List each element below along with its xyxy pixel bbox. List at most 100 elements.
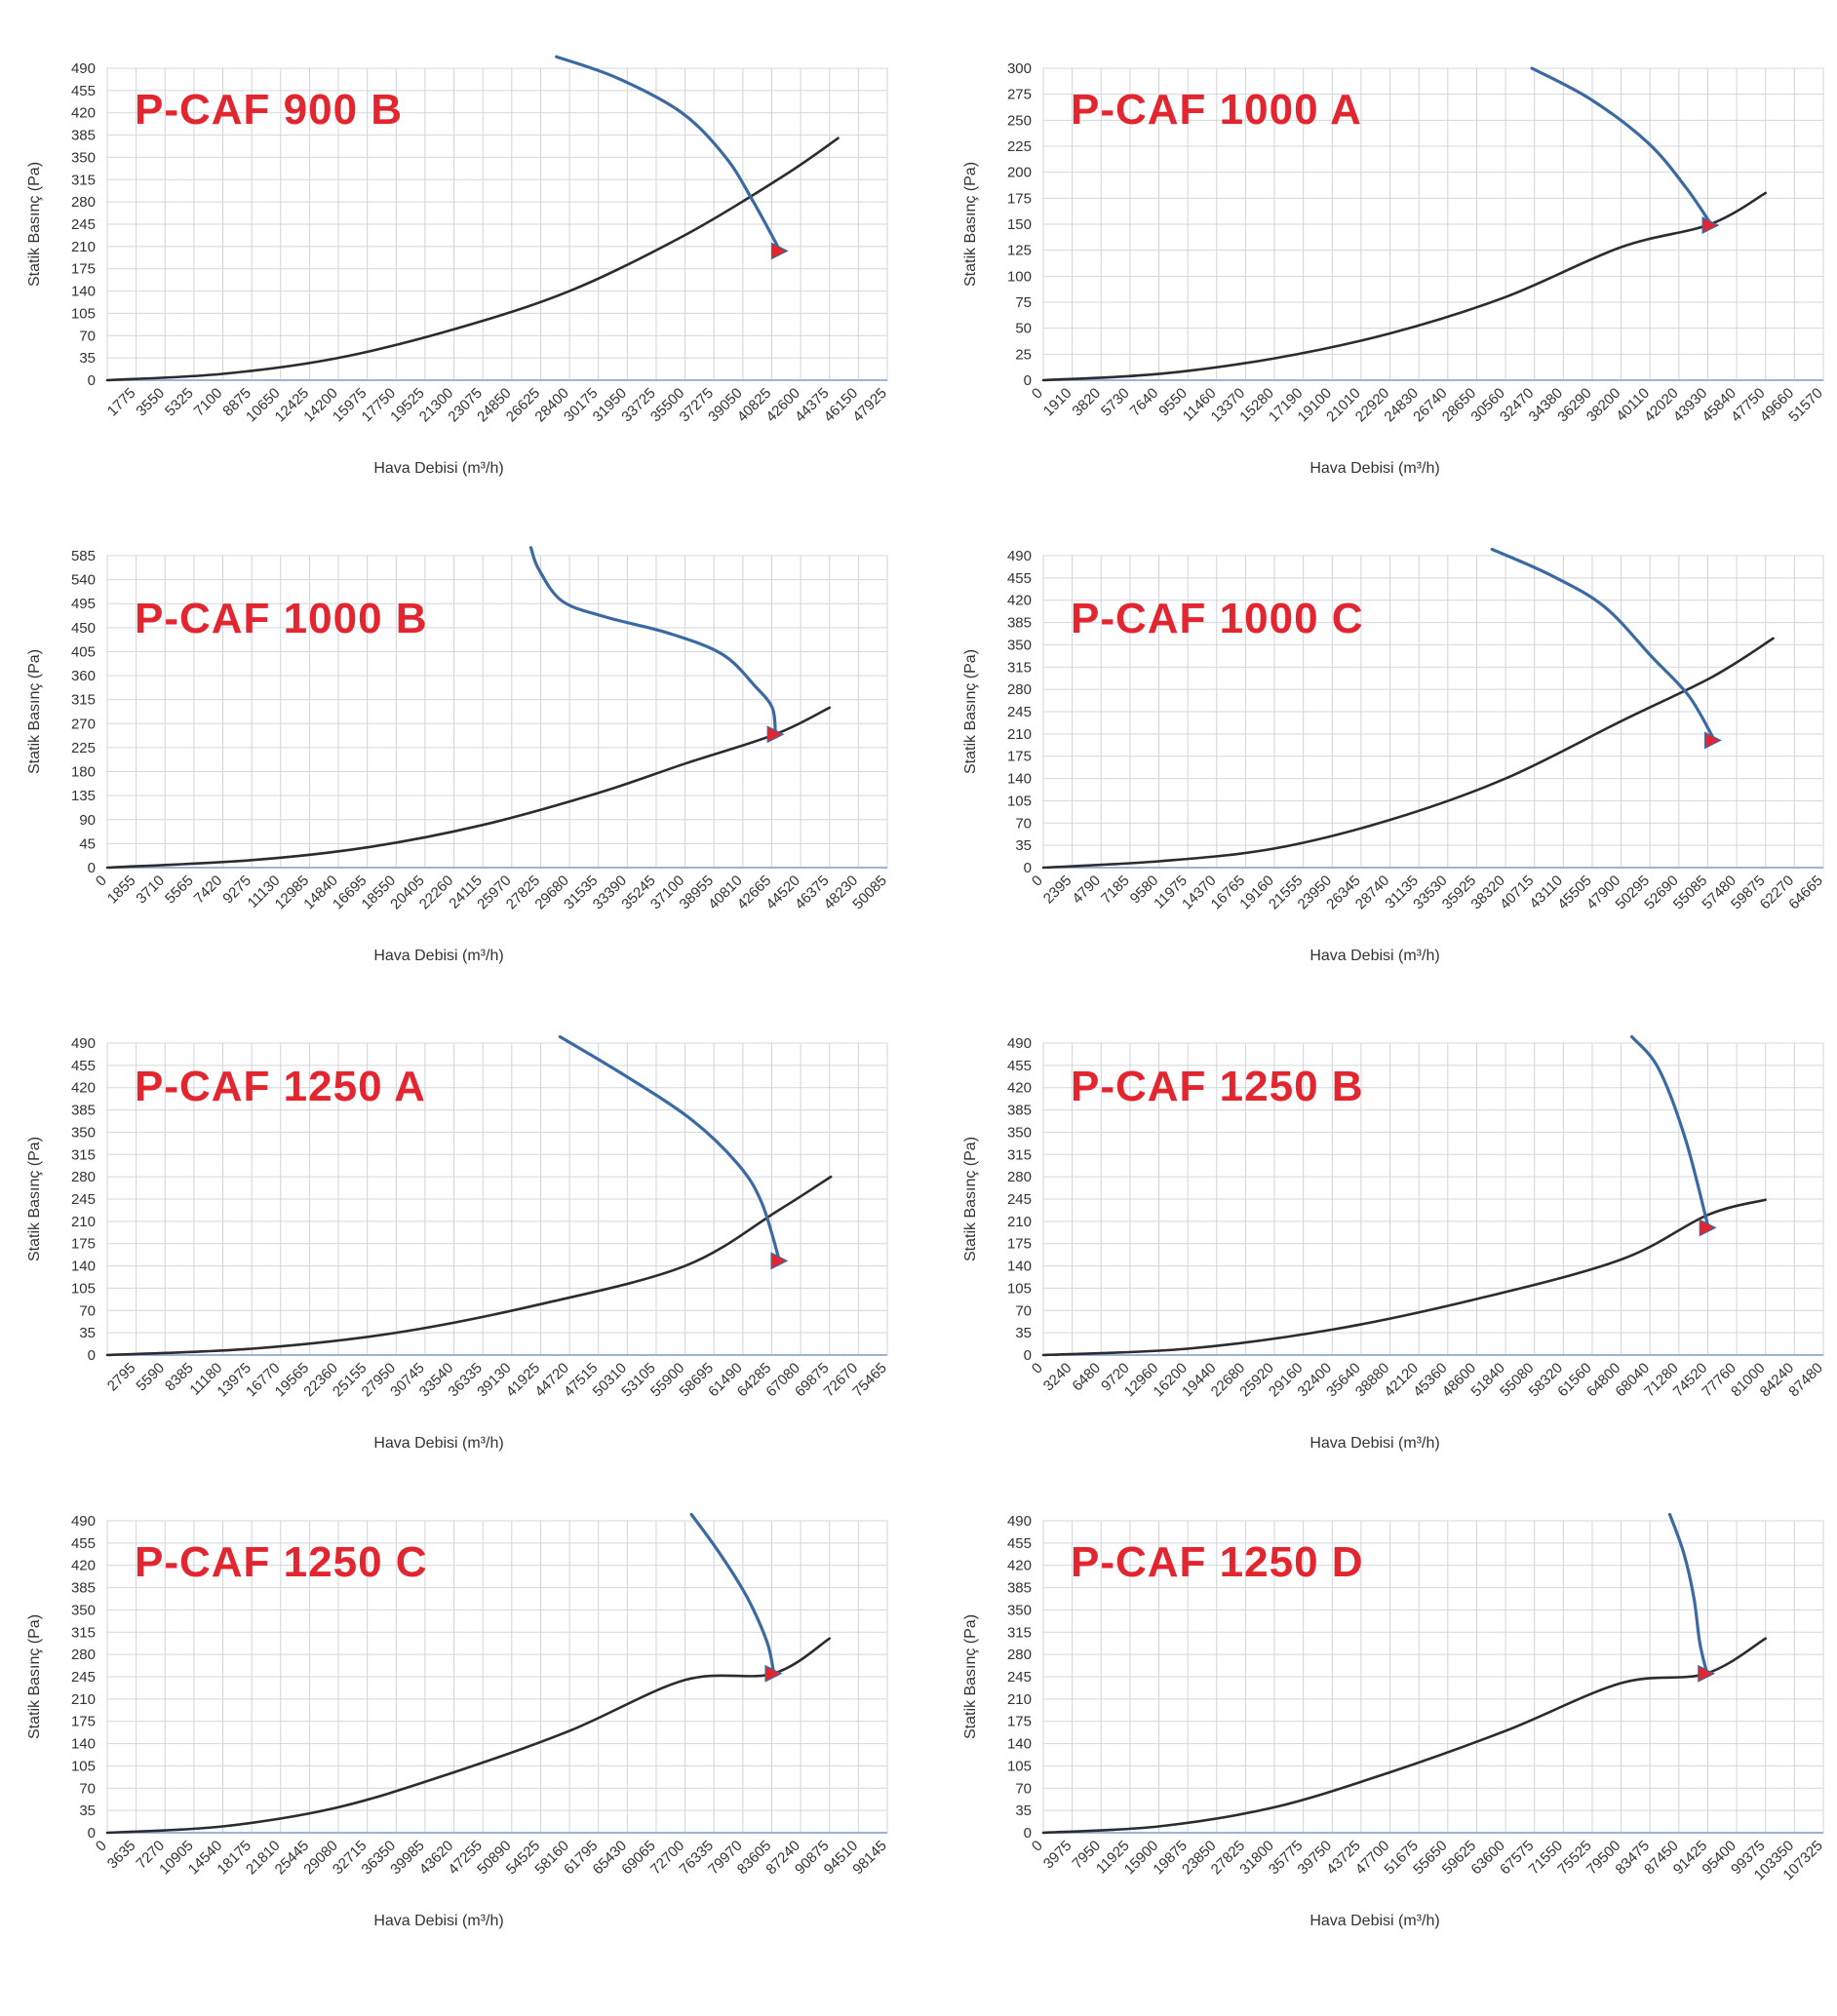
chart-title: P-CAF 1250 A [135, 1063, 426, 1110]
operating-point-marker [1699, 1219, 1717, 1237]
y-tick-label: 210 [71, 1691, 96, 1708]
operating-point-marker [1698, 1664, 1716, 1683]
y-tick-label: 350 [71, 149, 96, 166]
y-tick-label: 490 [1007, 1035, 1032, 1052]
y-tick-label: 35 [79, 350, 96, 367]
x-tick-label: 7420 [191, 872, 226, 908]
y-tick-label: 0 [88, 1347, 96, 1364]
x-tick-label: 5565 [162, 872, 197, 908]
system-curve-line [105, 136, 840, 382]
y-tick-label: 225 [71, 740, 96, 756]
x-tick-label: 1910 [1040, 385, 1075, 420]
y-tick-label: 405 [71, 643, 96, 660]
y-tick-label: 350 [71, 1602, 96, 1618]
operating-point-marker [764, 1664, 783, 1683]
y-tick-label: 490 [1007, 1513, 1032, 1530]
x-tick-label: 28740 [1352, 872, 1393, 913]
chart-svg: 2795559083851118013975167701956522360251… [26, 1034, 890, 1452]
y-tick-label: 210 [71, 239, 96, 255]
fan-curve-line [1667, 1512, 1708, 1673]
y-tick-label: 350 [1007, 637, 1032, 653]
y-tick-label: 175 [1007, 1714, 1032, 1730]
y-axis-title: Statik Basınç (Pa) [26, 1614, 43, 1739]
chart-title: P-CAF 900 B [135, 86, 404, 134]
y-tick-label: 455 [71, 1535, 96, 1552]
chart-svg: 0363572701090514540181752181025445290803… [26, 1512, 890, 1929]
y-tick-label: 280 [1007, 1647, 1032, 1663]
x-tick-label: 1855 [104, 872, 139, 908]
x-tick-label: 2795 [104, 1360, 139, 1395]
y-tick-label: 385 [71, 1580, 96, 1597]
system-curve-line [1041, 1198, 1767, 1357]
y-tick-label: 105 [1007, 793, 1032, 809]
operating-point-marker [1704, 731, 1722, 750]
chart-svg: 0324064809720129601620019440226802592029… [962, 1034, 1826, 1452]
y-tick-label: 420 [71, 105, 96, 122]
x-tick-label: 87480 [1785, 1360, 1826, 1401]
y-tick-label: 175 [1007, 190, 1032, 207]
y-tick-label: 270 [71, 716, 96, 732]
chart-panel-p-caf-1250-c: 0 3635 7270 10905 14540 18175 21810 25445 29080 3… [0, 1492, 917, 1979]
y-tick-label: 90 [79, 812, 96, 829]
y-tick-label: 210 [1007, 1691, 1032, 1708]
y-tick-label: 315 [71, 172, 96, 188]
y-tick-label: 100 [1007, 268, 1032, 285]
y-tick-label: 315 [1007, 659, 1032, 676]
y-tick-label: 315 [71, 1146, 96, 1163]
x-tick-label: 40715 [1497, 872, 1538, 913]
y-tick-label: 175 [71, 1714, 96, 1730]
y-tick-label: 280 [1007, 1169, 1032, 1185]
y-tick-label: 275 [1007, 87, 1032, 103]
system-curve-line [1041, 1637, 1767, 1835]
y-tick-label: 420 [71, 1080, 96, 1097]
y-tick-label: 420 [1007, 593, 1032, 609]
y-tick-label: 455 [71, 83, 96, 99]
system-curve-line [105, 1637, 831, 1835]
x-axis-title: Hava Debisi (m³/h) [373, 460, 503, 477]
y-tick-label: 0 [88, 1825, 96, 1842]
system-curve-line [1041, 637, 1775, 870]
chart-title: P-CAF 1250 B [1071, 1063, 1364, 1110]
y-tick-label: 455 [1007, 1058, 1032, 1074]
y-tick-label: 250 [1007, 112, 1032, 129]
y-tick-label: 70 [79, 328, 96, 344]
y-tick-label: 585 [71, 548, 96, 564]
operating-point-marker [766, 725, 785, 744]
y-tick-label: 245 [71, 216, 96, 233]
chart-panel-p-caf-1250-a: 2795 5590 8385 11180 13975 16770 19565 22360 251… [0, 1014, 917, 1501]
y-tick-label: 140 [1007, 1736, 1032, 1753]
y-tick-label: 35 [79, 1325, 96, 1341]
x-tick-label: 51570 [1785, 385, 1826, 426]
y-tick-label: 455 [1007, 570, 1032, 587]
x-tick-label: 5325 [162, 385, 197, 420]
chart-svg: 0191038205730764095501146013370152801719… [962, 60, 1826, 477]
y-tick-label: 140 [71, 1736, 96, 1753]
chart-panel-p-caf-1250-b: 0 3240 6480 9720 12960 16200 19440 22680 25920 29… [936, 1014, 1837, 1501]
y-tick-label: 300 [1007, 60, 1032, 77]
y-tick-label: 35 [1015, 1325, 1032, 1341]
chart-title: P-CAF 1000 A [1071, 86, 1362, 134]
x-tick-label: 64665 [1785, 872, 1826, 913]
y-tick-label: 315 [71, 1624, 96, 1641]
y-tick-label: 0 [88, 372, 96, 389]
y-tick-label: 105 [1007, 1758, 1032, 1774]
x-tick-label: 5590 [133, 1360, 168, 1395]
y-tick-label: 360 [71, 668, 96, 684]
y-tick-label: 315 [71, 692, 96, 709]
y-tick-label: 225 [1007, 138, 1032, 155]
x-tick-label: 4790 [1069, 872, 1104, 908]
fan-curve-line [528, 546, 777, 735]
y-axis-title: Statik Basınç (Pa) [962, 1614, 979, 1739]
x-tick-label: 3975 [1040, 1838, 1075, 1873]
x-axis-title: Hava Debisi (m³/h) [1309, 948, 1439, 964]
y-tick-label: 0 [88, 860, 96, 876]
y-tick-label: 35 [79, 1803, 96, 1819]
x-tick-label: 22260 [416, 872, 457, 913]
system-curve-line [105, 706, 831, 870]
chart-panel-p-caf-900-b: 1775 3550 5325 7100 8875 10650 12425 14200 15975… [0, 39, 917, 526]
y-tick-label: 385 [71, 128, 96, 144]
y-tick-label: 245 [1007, 704, 1032, 720]
y-tick-label: 70 [79, 1780, 96, 1797]
y-tick-label: 45 [79, 835, 96, 852]
plot-area [106, 555, 888, 869]
